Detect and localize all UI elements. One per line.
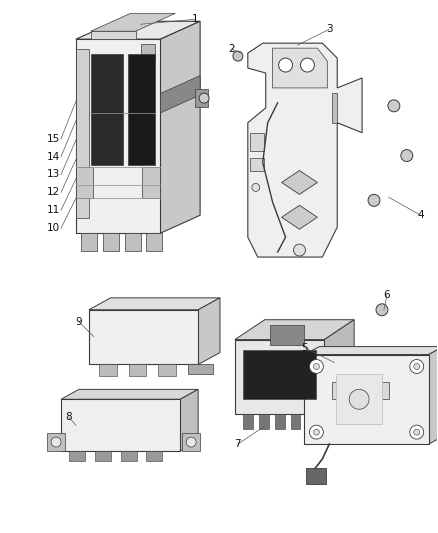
Polygon shape [103, 233, 119, 251]
Text: 2: 2 [229, 44, 235, 54]
Circle shape [314, 364, 319, 369]
Polygon shape [47, 433, 65, 451]
Polygon shape [124, 233, 141, 251]
Circle shape [376, 304, 388, 316]
Text: 11: 11 [46, 205, 60, 215]
Polygon shape [290, 414, 300, 429]
Circle shape [199, 93, 209, 103]
Polygon shape [304, 346, 438, 354]
Text: 9: 9 [76, 317, 82, 327]
Text: 12: 12 [46, 188, 60, 197]
Text: 10: 10 [46, 223, 60, 233]
Text: 14: 14 [46, 151, 60, 161]
Polygon shape [282, 205, 318, 229]
Polygon shape [235, 320, 354, 340]
Polygon shape [142, 167, 160, 198]
Polygon shape [127, 54, 155, 165]
Polygon shape [273, 48, 327, 88]
Polygon shape [89, 298, 220, 310]
Polygon shape [76, 49, 89, 218]
Polygon shape [76, 39, 160, 233]
Polygon shape [259, 414, 268, 429]
Polygon shape [180, 389, 198, 451]
Polygon shape [159, 365, 176, 376]
Text: 8: 8 [66, 412, 72, 422]
Polygon shape [332, 93, 337, 123]
Polygon shape [195, 89, 208, 107]
Polygon shape [146, 451, 162, 461]
Polygon shape [141, 44, 155, 61]
Polygon shape [61, 389, 198, 399]
Text: 6: 6 [384, 290, 390, 300]
Circle shape [293, 244, 305, 256]
Polygon shape [160, 76, 200, 113]
Polygon shape [250, 158, 264, 171]
Polygon shape [91, 31, 135, 39]
Polygon shape [250, 133, 264, 151]
Polygon shape [182, 433, 200, 451]
Circle shape [186, 437, 196, 447]
Polygon shape [235, 340, 324, 414]
Polygon shape [91, 54, 123, 165]
Circle shape [233, 51, 243, 61]
Polygon shape [120, 451, 137, 461]
Polygon shape [282, 171, 318, 195]
Circle shape [51, 437, 61, 447]
Polygon shape [91, 13, 175, 31]
Text: 1: 1 [192, 14, 198, 25]
Circle shape [368, 195, 380, 206]
Text: 7: 7 [235, 439, 241, 449]
Polygon shape [332, 382, 389, 399]
Polygon shape [146, 233, 162, 251]
Polygon shape [243, 350, 316, 399]
Polygon shape [76, 167, 93, 198]
Circle shape [401, 150, 413, 161]
Polygon shape [76, 21, 200, 39]
Text: 3: 3 [326, 24, 332, 34]
Polygon shape [275, 414, 285, 429]
Polygon shape [243, 414, 253, 429]
Polygon shape [188, 365, 213, 375]
Polygon shape [198, 298, 220, 365]
Circle shape [300, 58, 314, 72]
Circle shape [388, 100, 400, 112]
Polygon shape [99, 365, 117, 376]
Text: 15: 15 [46, 134, 60, 144]
Polygon shape [304, 354, 429, 444]
Circle shape [309, 425, 323, 439]
Circle shape [414, 364, 420, 369]
Circle shape [314, 429, 319, 435]
Circle shape [279, 58, 293, 72]
Polygon shape [95, 451, 111, 461]
Polygon shape [270, 325, 304, 345]
Polygon shape [429, 346, 438, 444]
Polygon shape [307, 468, 326, 484]
Circle shape [309, 360, 323, 374]
Polygon shape [248, 43, 362, 257]
Circle shape [410, 425, 424, 439]
Circle shape [252, 183, 260, 191]
Polygon shape [324, 320, 354, 414]
Text: 4: 4 [417, 210, 424, 220]
Circle shape [414, 429, 420, 435]
Polygon shape [160, 21, 200, 233]
Polygon shape [129, 365, 146, 376]
Circle shape [410, 360, 424, 374]
Polygon shape [69, 451, 85, 461]
Text: 5: 5 [301, 343, 308, 352]
Polygon shape [89, 310, 198, 365]
Circle shape [349, 389, 369, 409]
Polygon shape [336, 375, 382, 424]
Polygon shape [307, 414, 316, 429]
Text: 13: 13 [46, 169, 60, 180]
Polygon shape [81, 233, 97, 251]
Polygon shape [61, 399, 180, 451]
